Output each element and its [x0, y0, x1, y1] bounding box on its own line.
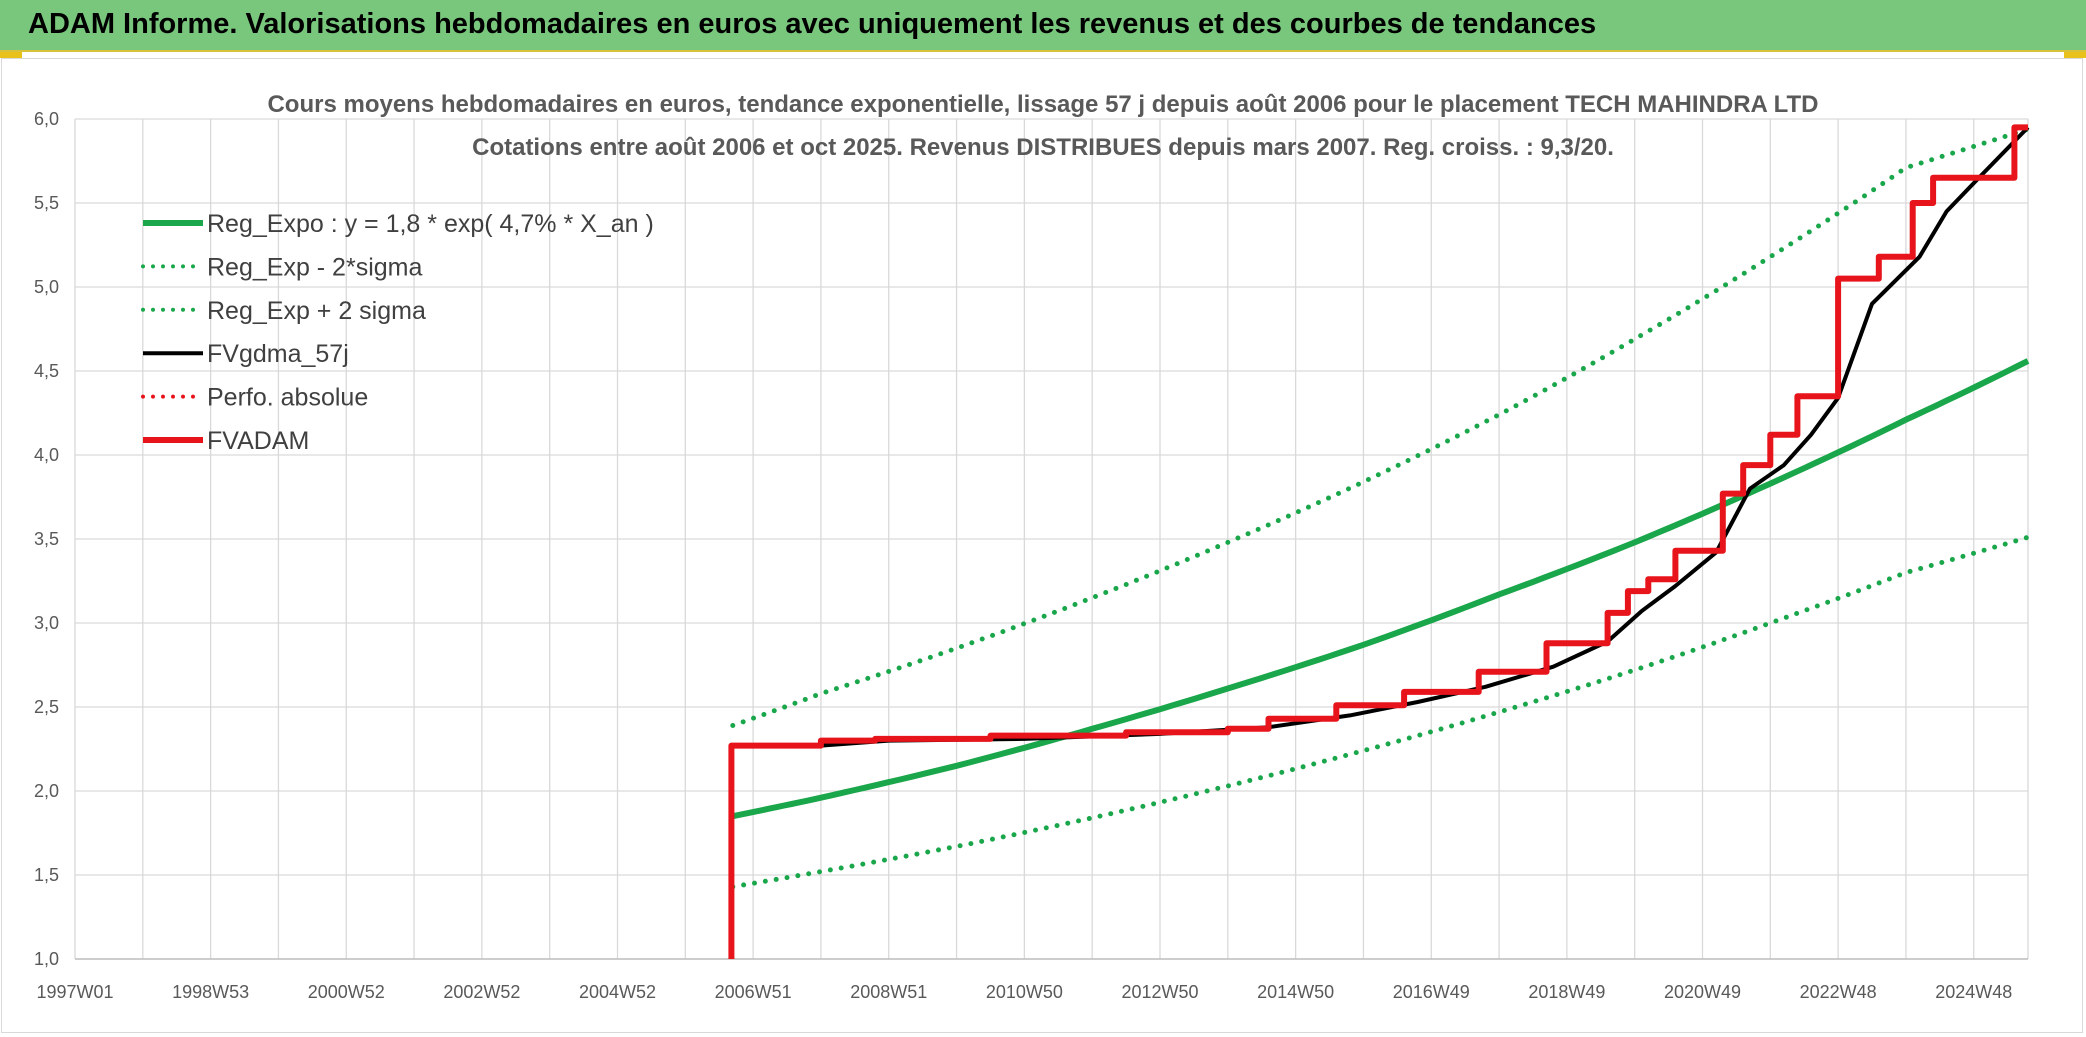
legend-label: Reg_Expo : y = 1,8 * exp( 4,7% * X_an ): [207, 210, 654, 238]
corner-accent-left: [0, 52, 22, 58]
x-tick-label: 1998W53: [172, 982, 249, 1002]
y-tick-label: 2,0: [34, 781, 59, 801]
x-tick-label: 2008W51: [850, 982, 927, 1002]
y-axis-ticks: 1,0 1,5 2,0 2,5 3,0 3,5 4,0 4,5 5,0 5,5 6,0: [34, 109, 59, 969]
x-tick-label: 2006W51: [715, 982, 792, 1002]
y-tick-label: 1,0: [34, 949, 59, 969]
chart-subtitle: Cotations entre août 2006 et oct 2025. R…: [472, 134, 1614, 161]
series-line: [730, 534, 2031, 890]
y-tick-label: 6,0: [34, 109, 59, 129]
x-tick-label: 2016W49: [1393, 982, 1470, 1002]
x-tick-label: 2012W50: [1121, 982, 1198, 1002]
x-tick-label: 2024W48: [1935, 982, 2012, 1002]
series-lines: [728, 124, 2031, 959]
x-tick-label: 2004W52: [579, 982, 656, 1002]
legend: Reg_Expo : y = 1,8 * exp( 4,7% * X_an ) R…: [141, 210, 654, 455]
y-tick-label: 3,0: [34, 613, 59, 633]
chart-frame: [1, 58, 2083, 1033]
y-tick-label: 5,5: [34, 193, 59, 213]
x-tick-label: 1997W01: [36, 982, 113, 1002]
page-title: ADAM Informe. Valorisations hebdomadaire…: [28, 8, 1597, 40]
legend-label: Reg_Exp - 2*sigma: [207, 253, 422, 281]
y-tick-label: 4,5: [34, 361, 59, 381]
x-tick-label: 2014W50: [1257, 982, 1334, 1002]
series-line: [732, 358, 2030, 820]
legend-label: Reg_Exp + 2 sigma: [207, 297, 426, 325]
grid-lines: [74, 118, 2029, 960]
x-tick-label: 2018W49: [1528, 982, 1605, 1002]
y-tick-label: 2,5: [34, 697, 59, 717]
series-line: [736, 126, 2030, 748]
x-tick-label: 2002W52: [443, 982, 520, 1002]
corner-accent-right: [2064, 52, 2086, 58]
y-tick-label: 4,0: [34, 445, 59, 465]
y-tick-label: 1,5: [34, 865, 59, 885]
chart-title: Cours moyens hebdomadaires en euros, ten…: [267, 91, 1818, 118]
series-line: [730, 126, 2031, 728]
legend-label: Perfo. absolue: [207, 384, 368, 412]
y-tick-label: 3,5: [34, 529, 59, 549]
legend-label: FVgdma_57j: [207, 340, 349, 368]
x-tick-label: 2010W50: [986, 982, 1063, 1002]
x-axis-ticks: 1997W01 1998W53 2000W52 2002W52 2004W52 2006W…: [36, 982, 2012, 1002]
x-tick-label: 2000W52: [308, 982, 385, 1002]
x-tick-label: 2022W48: [1800, 982, 1877, 1002]
x-tick-label: 2020W49: [1664, 982, 1741, 1002]
header-banner: ADAM Informe. Valorisations hebdomadaire…: [0, 0, 2086, 52]
y-tick-label: 5,0: [34, 277, 59, 297]
legend-label: FVADAM: [207, 427, 309, 455]
series-line: [728, 124, 2028, 959]
